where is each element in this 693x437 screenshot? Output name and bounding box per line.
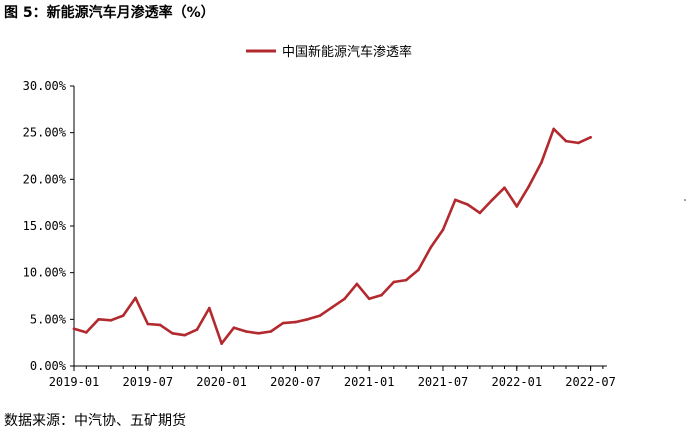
data-point — [208, 306, 211, 310]
y-tick-label: 10.00% — [23, 266, 67, 280]
y-tick-label: 20.00% — [23, 172, 67, 186]
y-tick-label: 15.00% — [23, 219, 67, 233]
data-point — [515, 205, 519, 208]
data-point — [380, 293, 383, 297]
data-point — [552, 127, 555, 131]
y-tick-label: 5.00% — [30, 312, 67, 326]
data-point — [146, 322, 150, 326]
x-tick-label: 2019-01 — [49, 375, 100, 389]
x-tick-label: 2020-01 — [196, 375, 247, 389]
data-point — [490, 198, 494, 202]
data-point — [134, 296, 137, 300]
chart-series — [72, 127, 592, 345]
stray-dot — [684, 199, 686, 201]
data-point — [331, 305, 334, 309]
data-point — [503, 186, 506, 189]
figure-title: 图 5：新能源汽车月渗透率（%） — [4, 5, 215, 21]
data-point — [85, 331, 88, 334]
data-point — [257, 332, 260, 335]
data-point — [527, 184, 531, 188]
data-point — [367, 297, 371, 301]
chart-legend: 中国新能源汽车渗透率 — [246, 44, 412, 60]
data-point — [281, 321, 285, 325]
data-point — [183, 333, 186, 337]
x-tick-label: 2020-07 — [270, 375, 321, 389]
data-point — [355, 282, 359, 286]
data-point — [109, 319, 113, 322]
data-point — [454, 198, 457, 202]
data-point — [158, 323, 162, 327]
series-line — [72, 127, 592, 345]
data-point — [294, 320, 297, 324]
data-point — [392, 280, 396, 284]
data-point — [343, 297, 346, 301]
data-point — [306, 318, 310, 321]
data-point — [171, 332, 174, 335]
data-point — [429, 246, 433, 249]
data-point — [121, 314, 125, 317]
data-point — [478, 211, 482, 215]
x-tick-label: 2022-01 — [492, 375, 543, 389]
data-point — [269, 330, 273, 333]
data-point — [244, 330, 248, 333]
y-tick-label: 0.00% — [30, 359, 67, 373]
data-point — [232, 326, 236, 330]
legend-label: 中国新能源汽车渗透率 — [282, 44, 412, 60]
data-point — [466, 203, 469, 206]
y-tick-label: 25.00% — [23, 126, 67, 140]
source-note: 数据来源：中汽协、五矿期货 — [4, 413, 186, 429]
x-tick-label: 2019-07 — [123, 375, 174, 389]
data-point — [441, 228, 445, 231]
data-point — [564, 139, 568, 143]
data-point — [220, 342, 223, 345]
data-point — [72, 327, 76, 331]
x-tick-label: 2021-07 — [418, 375, 469, 389]
chart-axes: 0.00% 5.00% 10.00% 15.00% 20.00% 25.00% 30.00%… — [23, 79, 616, 389]
data-point — [318, 314, 322, 317]
y-tick-label: 30.00% — [23, 79, 67, 93]
data-point — [195, 328, 199, 331]
data-point — [577, 141, 580, 145]
data-point — [417, 268, 420, 272]
data-point — [589, 136, 592, 139]
x-tick-label: 2021-01 — [344, 375, 395, 389]
data-point — [97, 318, 100, 321]
data-point — [540, 161, 543, 164]
x-tick-label: 2022-07 — [565, 375, 616, 389]
data-point — [404, 278, 408, 282]
